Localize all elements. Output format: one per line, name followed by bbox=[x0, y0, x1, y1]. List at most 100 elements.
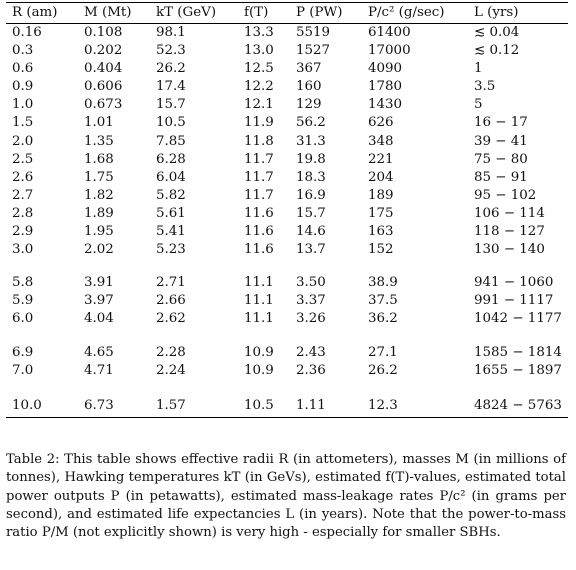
table-row: 0.6 0.404 26.2 12.5 367 4090 1 bbox=[6, 60, 568, 78]
column-header: P/c² (g/sec) bbox=[362, 2, 468, 24]
table-cell: 2.36 bbox=[296, 362, 326, 378]
table-cell: 4.04 bbox=[84, 311, 114, 327]
table-cell: 26.2 bbox=[368, 362, 398, 378]
table-cell: 129 bbox=[296, 97, 322, 113]
table-header: R (am) M (Mt) kT (GeV) f(T) P (PW) P/c² (g/se… bbox=[6, 2, 568, 24]
column-header: kT (GeV) bbox=[150, 2, 238, 24]
table-cell: ≲ 0.04 bbox=[474, 25, 520, 40]
table-cell: ≲ 0.12 bbox=[474, 43, 520, 59]
table-cell: 1.82 bbox=[84, 187, 114, 203]
table-cell: 5 bbox=[474, 97, 483, 113]
table-cell: 2.5 bbox=[12, 151, 34, 167]
table-cell: 1585 − 1814 bbox=[474, 344, 562, 360]
table-cell: 5.23 bbox=[156, 242, 186, 258]
table-cell: 12.1 bbox=[244, 97, 274, 113]
table-cell: 5.41 bbox=[156, 224, 186, 240]
table-cell: 1780 bbox=[368, 79, 403, 95]
table-cell: 10.5 bbox=[238, 394, 290, 418]
table-cell: 12.2 bbox=[244, 79, 274, 95]
table-cell: 11.8 bbox=[244, 133, 274, 149]
table-cell: 16.9 bbox=[296, 187, 326, 203]
table-cell: 4.71 bbox=[84, 362, 114, 378]
table-cell: 5.9 bbox=[12, 293, 34, 309]
table-cell: 1.35 bbox=[84, 133, 114, 149]
table-cell: 98.1 bbox=[156, 25, 186, 40]
table-cell: 0.202 bbox=[84, 43, 123, 59]
table-cell: 4090 bbox=[368, 61, 403, 77]
table-cell: 13.7 bbox=[296, 242, 326, 258]
table-cell: 11.7 bbox=[244, 151, 274, 167]
table-cell: 1.11 bbox=[290, 394, 362, 418]
table-row: 2.8 1.89 5.61 11.6 15.7 175 106 − 114 bbox=[6, 205, 568, 223]
column-header: L (yrs) bbox=[468, 2, 568, 24]
table-cell: 7.0 bbox=[12, 362, 34, 378]
table-cell: 2.7 bbox=[12, 187, 34, 203]
table-cell: 37.5 bbox=[368, 293, 398, 309]
table-cell: 15.7 bbox=[156, 97, 186, 113]
table-cell: 2.0 bbox=[12, 133, 34, 149]
table-cell: 3.0 bbox=[12, 242, 34, 258]
table-cell: 5.8 bbox=[12, 275, 34, 291]
table-cell: 941 − 1060 bbox=[474, 275, 554, 291]
table-cell: 15.7 bbox=[296, 205, 326, 221]
table-cell: 3.97 bbox=[84, 293, 114, 309]
table-cell: 13.3 bbox=[244, 25, 274, 40]
group-spacer bbox=[6, 329, 568, 344]
table-cell: 2.6 bbox=[12, 169, 34, 185]
table-cell: 11.1 bbox=[244, 275, 274, 291]
table-cell: 367 bbox=[296, 61, 322, 77]
table-row: 6.9 4.65 2.28 10.9 2.43 27.1 1585 − 1814 bbox=[6, 344, 568, 362]
table-cell: 14.6 bbox=[296, 224, 326, 240]
table-cell: 0.9 bbox=[12, 79, 34, 95]
table-cell: 991 − 1117 bbox=[474, 293, 554, 309]
table-cell: 17.4 bbox=[156, 79, 186, 95]
column-header: R (am) bbox=[6, 2, 78, 24]
table-cell: 626 bbox=[368, 115, 394, 131]
table-cell: 4824 − 5763 bbox=[468, 394, 568, 418]
table-cell: 204 bbox=[368, 169, 394, 185]
table-cell: 1.89 bbox=[84, 205, 114, 221]
table-cell: 95 − 102 bbox=[474, 187, 537, 203]
table-cell: 11.7 bbox=[244, 169, 274, 185]
table-cell: 36.2 bbox=[368, 311, 398, 327]
table-cell: 221 bbox=[368, 151, 394, 167]
table-cell: 0.16 bbox=[12, 25, 42, 40]
table-cell: 1 bbox=[474, 61, 483, 77]
table-cell: 6.28 bbox=[156, 151, 186, 167]
table-cell: 2.24 bbox=[156, 362, 186, 378]
sbh-properties-table: R (am) M (Mt) kT (GeV) f(T) P (PW) P/c² (g/se… bbox=[6, 2, 568, 418]
table-cell: 1.0 bbox=[12, 97, 34, 113]
table-row: 0.9 0.606 17.4 12.2 160 1780 3.5 bbox=[6, 78, 568, 96]
table-cell: 175 bbox=[368, 205, 394, 221]
table-row: 1.5 1.01 10.5 11.9 56.2 626 16 − 17 bbox=[6, 114, 568, 132]
table-cell: 0.3 bbox=[12, 43, 34, 59]
column-header: M (Mt) bbox=[78, 2, 150, 24]
table-cell: 2.02 bbox=[84, 242, 114, 258]
table-cell: 1.57 bbox=[150, 394, 238, 418]
table-row: 2.6 1.75 6.04 11.7 18.3 204 85 − 91 bbox=[6, 169, 568, 187]
table-cell: 2.43 bbox=[296, 344, 326, 360]
table-row: 10.0 6.73 1.57 10.5 1.11 12.3 4824 − 5763 bbox=[6, 394, 568, 418]
table-cell: 130 − 140 bbox=[474, 242, 545, 258]
table-row: 3.0 2.02 5.23 11.6 13.7 152 130 − 140 bbox=[6, 241, 568, 259]
table-cell: 4.65 bbox=[84, 344, 114, 360]
table-cell: 2.62 bbox=[156, 311, 186, 327]
table-cell: 11.6 bbox=[244, 242, 274, 258]
table-cell: 11.6 bbox=[244, 205, 274, 221]
table-cell: 1.68 bbox=[84, 151, 114, 167]
table-cell: 1430 bbox=[368, 97, 403, 113]
table-row: 2.5 1.68 6.28 11.7 19.8 221 75 − 80 bbox=[6, 151, 568, 169]
table-cell: 26.2 bbox=[156, 61, 186, 77]
table-cell: 5519 bbox=[296, 25, 331, 40]
table-row: 2.9 1.95 5.41 11.6 14.6 163 118 − 127 bbox=[6, 223, 568, 241]
table-cell: 0.673 bbox=[84, 97, 123, 113]
column-header: P (PW) bbox=[290, 2, 362, 24]
table-cell: 1.75 bbox=[84, 169, 114, 185]
table-cell: 13.0 bbox=[244, 43, 274, 59]
table-row: 5.9 3.97 2.66 11.1 3.37 37.5 991 − 1117 bbox=[6, 292, 568, 310]
table-cell: 2.71 bbox=[156, 275, 186, 291]
table-row: 2.7 1.82 5.82 11.7 16.9 189 95 − 102 bbox=[6, 187, 568, 205]
table-cell: 6.9 bbox=[12, 344, 34, 360]
table-cell: 17000 bbox=[368, 43, 411, 59]
